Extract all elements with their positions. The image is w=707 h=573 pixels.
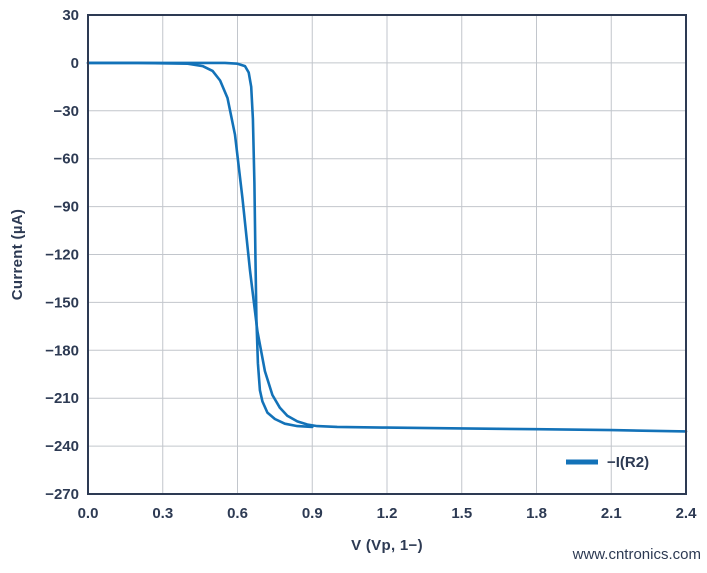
- y-tick-labels: 30 0 −30 −60 −90 −120 −150 −180 −210 −240 −270: [45, 7, 79, 503]
- x-tick-label: 1.2: [377, 505, 398, 522]
- y-tick-label: −120: [45, 247, 79, 264]
- x-tick-label: 2.4: [676, 505, 698, 522]
- y-tick-label: −240: [45, 438, 79, 455]
- legend: −I(R2): [566, 454, 649, 471]
- y-tick-label: −30: [54, 103, 79, 120]
- y-tick-label: −210: [45, 390, 79, 407]
- grid-lines: [88, 15, 686, 494]
- x-tick-label: 0.9: [302, 505, 323, 522]
- x-tick-label: 1.5: [451, 505, 472, 522]
- x-tick-label: 0.0: [78, 505, 99, 522]
- plot-border: [87, 14, 687, 495]
- x-tick-labels: 0.0 0.3 0.6 0.9 1.2 1.5 1.8 2.1 2.4: [78, 505, 698, 522]
- series-line: [86, 61, 314, 429]
- y-tick-label: 0: [71, 55, 79, 72]
- legend-label: −I(R2): [607, 454, 649, 471]
- y-tick-label: −270: [45, 486, 79, 503]
- x-axis-label: V (Vp, 1−): [351, 537, 423, 554]
- x-tick-label: 0.6: [227, 505, 248, 522]
- x-tick-label: 0.3: [152, 505, 173, 522]
- x-tick-label: 1.8: [526, 505, 547, 522]
- y-axis-label: Current (µA): [9, 209, 26, 300]
- y-tick-label: −90: [54, 199, 79, 216]
- y-tick-label: −150: [45, 294, 79, 311]
- x-tick-label: 2.1: [601, 505, 622, 522]
- series-lines: [86, 61, 688, 433]
- y-tick-label: −60: [54, 151, 79, 168]
- y-tick-label: −180: [45, 342, 79, 359]
- series-line: [86, 61, 688, 433]
- y-tick-label: 30: [62, 7, 79, 24]
- watermark: www.cntronics.com: [572, 546, 701, 563]
